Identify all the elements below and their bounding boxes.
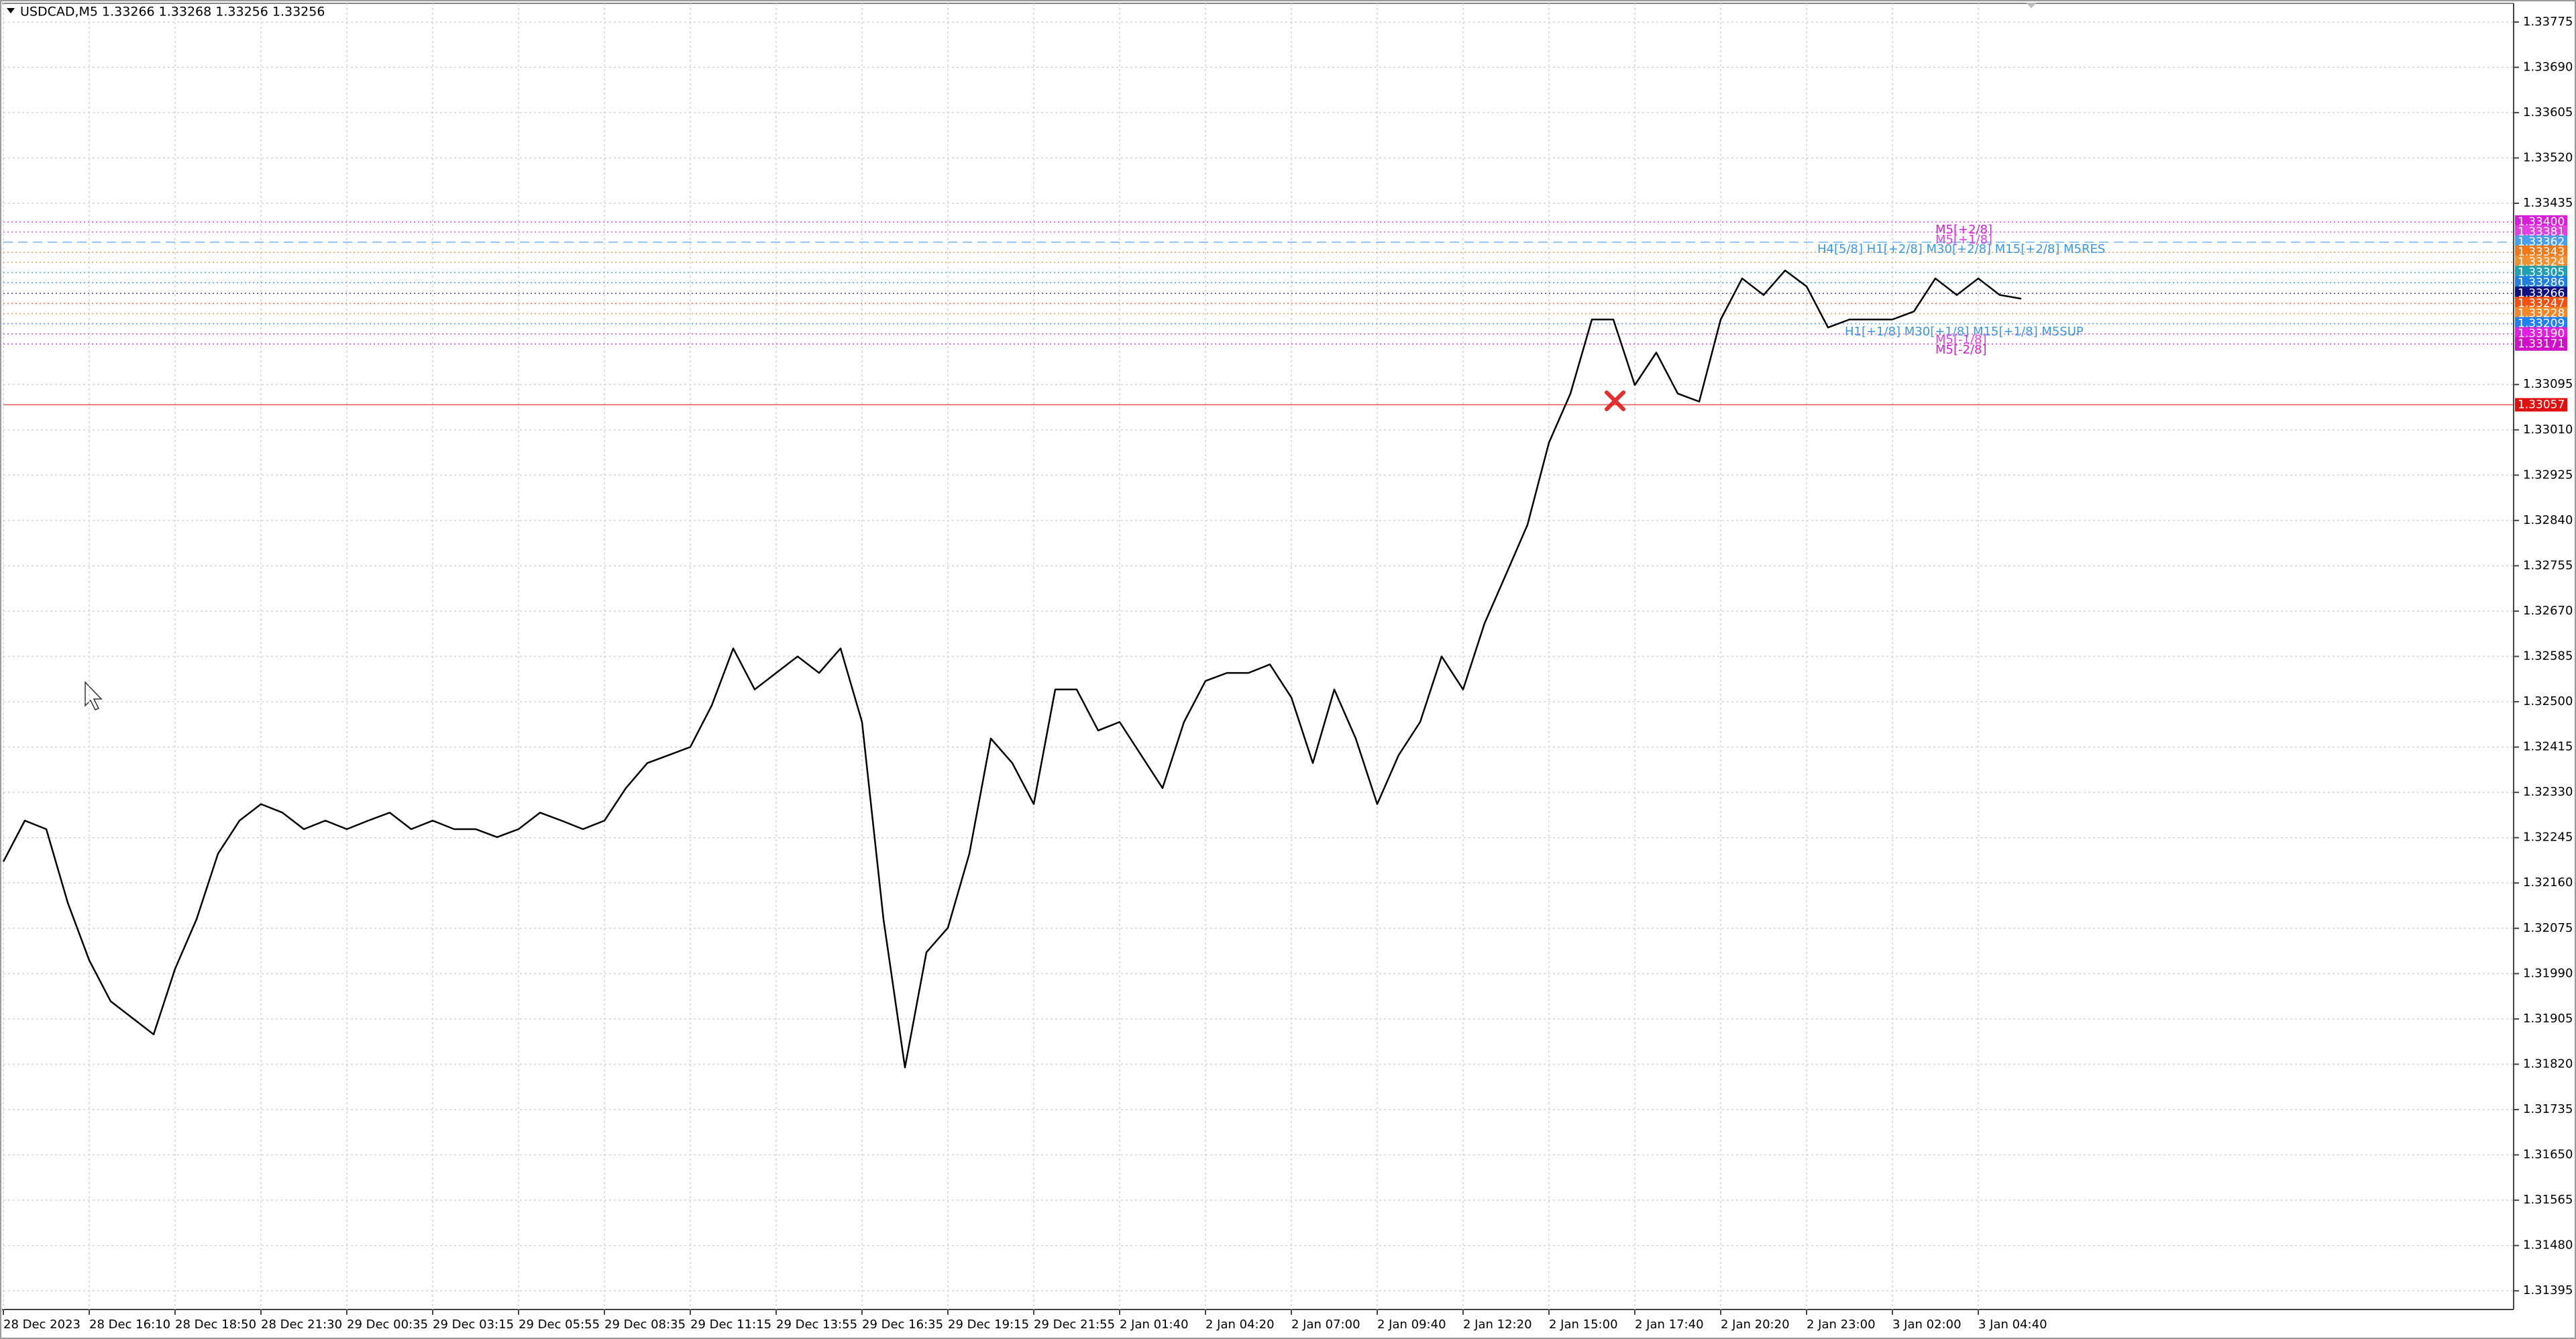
y-tick-label: 1.31990 [2523,966,2573,980]
x-tick-label: 28 Dec 18:50 [175,1318,256,1332]
level-price-box [2515,266,2567,280]
x-tick-label: 29 Dec 03:15 [433,1318,514,1332]
x-tick-label: 3 Jan 02:00 [1892,1318,1962,1332]
y-tick-label: 1.32755 [2523,558,2573,572]
level-price-label: 1.33286 [2518,276,2565,289]
y-tick-label: 1.31565 [2523,1193,2573,1207]
x-tick-label: 2 Jan 17:40 [1635,1318,1704,1332]
level-price-label: 1.33266 [2518,286,2565,300]
level-price-box [2515,246,2567,260]
y-tick-label: 1.32585 [2523,649,2573,663]
x-tick-label: 2 Jan 09:40 [1377,1318,1446,1332]
y-tick-label: 1.32670 [2523,604,2573,618]
y-tick-label: 1.33775 [2523,15,2573,29]
x-tick-label: 29 Dec 19:15 [948,1318,1029,1332]
level-price-box [2515,398,2567,412]
y-tick-label: 1.33520 [2523,150,2573,164]
level-annotation: M5[+2/8] [1935,223,1992,237]
x-tick-label: 29 Dec 08:35 [604,1318,686,1332]
level-price-box [2515,225,2567,239]
x-tick-label: 29 Dec 11:15 [690,1318,771,1332]
y-tick-label: 1.31905 [2523,1012,2573,1026]
y-tick-label: 1.32415 [2523,740,2573,754]
level-price-label: 1.33381 [2518,225,2565,239]
x-tick-label: 2 Jan 12:20 [1463,1318,1532,1332]
level-annotation: M5[-1/8] [1935,333,1987,347]
y-tick-label: 1.31480 [2523,1238,2573,1252]
y-tick-label: 1.33010 [2523,423,2573,437]
x-tick-label: 2 Jan 23:00 [1807,1318,1876,1332]
x-tick-label: 2 Jan 01:40 [1120,1318,1189,1332]
y-tick-label: 1.33690 [2523,60,2573,74]
y-tick-label: 1.31650 [2523,1148,2573,1162]
level-annotation: H1[+1/8] M30[+1/8] M15[+1/8] M5SUP [1845,325,2084,339]
y-tick-label: 1.31735 [2523,1102,2573,1116]
level-price-label: 1.33190 [2518,327,2565,341]
level-price-box [2515,276,2567,290]
level-price-label: 1.33228 [2518,307,2565,321]
x-tick-label: 29 Dec 21:55 [1034,1318,1115,1332]
level-price-label: 1.33057 [2518,398,2565,411]
symbol-title: USDCAD,M5 1.33266 1.33268 1.33256 1.3325… [20,5,325,19]
level-price-label: 1.33305 [2518,266,2565,279]
x-tick-label: 29 Dec 05:55 [519,1318,600,1332]
x-tick-label: 2 Jan 04:20 [1205,1318,1275,1332]
level-price-label: 1.33209 [2518,317,2565,331]
y-tick-label: 1.32500 [2523,694,2573,708]
x-tick-label: 28 Dec 21:30 [261,1318,342,1332]
level-price-label: 1.33171 [2518,337,2565,351]
symbol-menu[interactable] [7,8,15,13]
x-tick-label: 29 Dec 13:55 [776,1318,857,1332]
x-tick-label: 2 Jan 07:00 [1291,1318,1360,1332]
level-price-box [2515,337,2567,351]
x-tick-label: 29 Dec 00:35 [347,1318,428,1332]
level-price-label: 1.33247 [2518,297,2565,310]
y-tick-label: 1.32160 [2523,875,2573,890]
y-tick-label: 1.32330 [2523,785,2573,799]
y-tick-label: 1.32840 [2523,513,2573,527]
level-price-box [2515,297,2567,311]
level-price-box [2515,327,2567,341]
level-price-box [2515,307,2567,321]
level-annotation: M5[+1/8] [1935,233,1992,247]
y-tick-label: 1.31395 [2523,1283,2573,1297]
y-tick-label: 1.32075 [2523,921,2573,935]
level-price-box [2515,215,2567,229]
y-tick-label: 1.33435 [2523,196,2573,210]
close-marker [1605,390,1625,411]
x-tick-label: 3 Jan 04:40 [1978,1318,2047,1332]
level-price-box [2515,317,2567,331]
x-tick-label: 2 Jan 20:20 [1721,1318,1790,1332]
level-price-box [2515,235,2567,250]
level-price-box [2515,256,2567,270]
y-tick-label: 1.33095 [2523,377,2573,391]
x-tick-label: 28 Dec 16:10 [89,1318,170,1332]
level-price-label: 1.33324 [2518,256,2565,269]
x-tick-label: 2 Jan 15:00 [1549,1318,1618,1332]
level-annotation: M5[-2/8] [1935,343,1987,357]
y-tick-label: 1.33605 [2523,105,2573,119]
price-line [2,269,2022,1069]
level-price-label: 1.33362 [2518,235,2565,249]
y-tick-label: 1.32245 [2523,831,2573,845]
level-price-label: 1.33343 [2518,246,2565,259]
scroll-marker[interactable] [2026,3,2037,8]
y-tick-label: 1.32925 [2523,468,2573,482]
level-price-label: 1.33400 [2518,215,2565,229]
y-tick-label: 1.31820 [2523,1057,2573,1071]
level-price-box [2515,286,2567,301]
level-annotation: H4[5/8] H1[+2/8] M30[+2/8] M15[+2/8] M5R… [1817,242,2105,256]
x-tick-label: 29 Dec 16:35 [862,1318,943,1332]
x-tick-label: 28 Dec 2023 [3,1318,80,1332]
